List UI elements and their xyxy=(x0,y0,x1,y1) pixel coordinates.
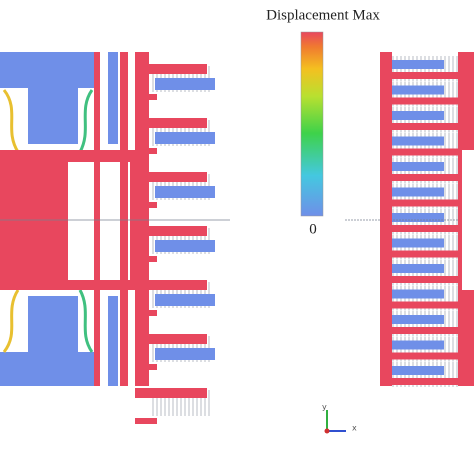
blue-finger xyxy=(392,136,444,146)
red-finger xyxy=(135,364,157,370)
red-finger xyxy=(380,199,458,207)
left-device xyxy=(0,52,149,386)
red-finger xyxy=(135,226,207,236)
right-device xyxy=(380,52,474,386)
red-finger xyxy=(380,148,458,156)
red-finger xyxy=(380,276,458,283)
red-finger xyxy=(380,327,458,334)
beam xyxy=(78,289,94,353)
beam xyxy=(78,89,94,153)
gap xyxy=(462,150,474,290)
comb-fingers xyxy=(135,56,458,424)
legend-title: Displacement Max xyxy=(266,7,380,23)
blue-finger xyxy=(155,78,215,90)
blue-finger xyxy=(392,187,444,197)
red-finger xyxy=(135,118,207,128)
red-finger xyxy=(380,378,458,385)
blue-finger xyxy=(155,240,215,252)
comb-frame xyxy=(380,52,392,386)
red-finger xyxy=(135,202,157,208)
red-finger xyxy=(380,97,458,105)
blue-finger xyxy=(392,289,444,299)
red-finger xyxy=(135,334,207,344)
blue-finger xyxy=(392,238,444,248)
legend-min: 0 xyxy=(309,221,317,237)
x-label: x xyxy=(352,424,357,433)
spring xyxy=(120,52,128,386)
y-label: y xyxy=(322,403,327,412)
red-finger xyxy=(135,418,157,424)
red-finger xyxy=(135,64,207,74)
origin xyxy=(324,428,330,434)
blue-finger xyxy=(392,60,444,69)
red-finger xyxy=(135,148,157,154)
blue-finger xyxy=(392,366,444,375)
red-finger xyxy=(135,94,157,100)
red-finger xyxy=(135,388,207,398)
red-finger xyxy=(135,280,207,290)
red-finger xyxy=(135,256,157,262)
blue-finger xyxy=(155,348,215,360)
blue-finger xyxy=(392,213,444,222)
red-finger xyxy=(380,250,458,258)
red-finger xyxy=(380,301,458,309)
blue-finger xyxy=(392,85,444,95)
blue-finger xyxy=(392,264,444,273)
blue-finger xyxy=(392,111,444,120)
blue-finger xyxy=(392,315,444,324)
red-finger xyxy=(380,72,458,79)
blue-finger xyxy=(155,132,215,144)
beam xyxy=(2,89,20,153)
axis-triad: x y xyxy=(322,403,357,434)
red-finger xyxy=(135,172,207,182)
comb-frame xyxy=(135,52,149,386)
red-finger xyxy=(380,123,458,130)
spring xyxy=(94,52,100,386)
color-bar xyxy=(300,31,324,217)
red-finger xyxy=(380,225,458,232)
beam xyxy=(2,289,20,353)
red-finger xyxy=(380,352,458,360)
blue-finger xyxy=(155,294,215,306)
blue-finger xyxy=(392,162,444,171)
blue-finger xyxy=(155,186,215,198)
electrode xyxy=(108,52,118,144)
electrode xyxy=(108,296,118,386)
red-finger xyxy=(380,174,458,181)
red-finger xyxy=(135,310,157,316)
blue-finger xyxy=(392,340,444,350)
